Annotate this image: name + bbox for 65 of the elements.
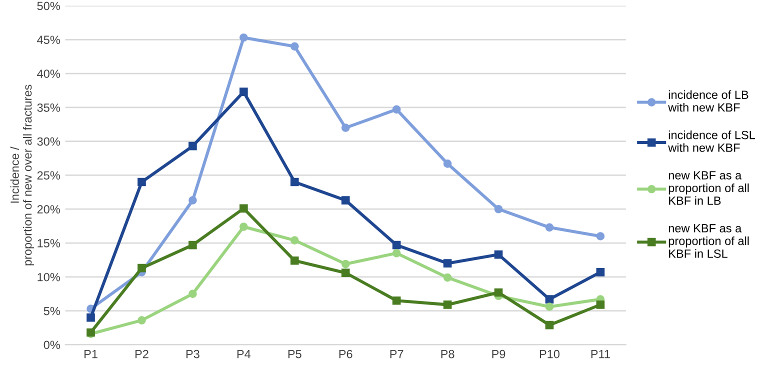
x-tick-label: P3 [186, 350, 200, 358]
x-tick-label: P6 [339, 350, 352, 358]
x-tick-label: P8 [441, 350, 454, 358]
point [290, 256, 299, 265]
point [341, 124, 350, 132]
y-tick-label: 20% [37, 205, 60, 214]
x-tick-label: P1 [84, 350, 98, 358]
point [188, 142, 197, 150]
x-tick-label: P10 [540, 350, 560, 358]
point [443, 300, 452, 309]
legend-label: new KBF as a proportion of all KBF in LSL [668, 224, 749, 258]
point [443, 273, 452, 282]
point [494, 250, 503, 259]
y-tick-label: 45% [37, 36, 60, 44]
point [86, 313, 95, 322]
point [392, 296, 401, 305]
y-tick-label: 25% [37, 171, 60, 180]
y-tick-label: 5% [44, 306, 60, 316]
point [240, 33, 248, 42]
point [240, 222, 248, 231]
point [290, 178, 299, 186]
point [545, 320, 554, 330]
point [443, 160, 452, 168]
point [188, 290, 197, 298]
point [392, 240, 401, 250]
x-tick-label: P5 [288, 350, 302, 358]
y-tick-label: 10% [38, 272, 60, 282]
x-tick-label: P11 [591, 350, 610, 358]
point [545, 223, 554, 232]
x-tick-label: P4 [237, 350, 251, 358]
legend-label: incidence of LSL with new KBF [668, 130, 756, 152]
point [494, 288, 503, 297]
y-axis-title: Incidence / proportion of new over all fractures [10, 84, 34, 266]
point [341, 268, 350, 278]
x-tick-label: P9 [492, 350, 506, 358]
point [596, 300, 605, 309]
point [240, 204, 248, 213]
y-tick-label: 30% [37, 137, 60, 146]
x-tick-label: P7 [390, 350, 404, 358]
point [596, 232, 605, 240]
point [138, 316, 146, 324]
point [290, 42, 299, 51]
point [240, 88, 248, 96]
y-tick-label: 40% [37, 70, 60, 78]
legend-label: new KBF as a proportion of all KBF in LB [668, 171, 749, 205]
point [290, 236, 299, 244]
y-tick-label: 50% [37, 2, 60, 10]
point [494, 204, 503, 214]
point [545, 302, 554, 311]
point [392, 105, 401, 114]
point [138, 264, 146, 272]
point [138, 178, 146, 186]
point [341, 260, 350, 268]
y-tick-label: 35% [37, 103, 60, 112]
y-tick-label: 0% [44, 340, 60, 350]
point [188, 240, 197, 250]
point [545, 295, 554, 304]
point [188, 196, 197, 204]
point [392, 249, 401, 258]
point [596, 268, 605, 276]
y-tick-label: 15% [38, 239, 60, 248]
legend-label: incidence of LB with new KBF [668, 90, 748, 112]
x-tick-label: P2 [135, 350, 148, 358]
point [341, 196, 350, 204]
point [443, 259, 452, 268]
